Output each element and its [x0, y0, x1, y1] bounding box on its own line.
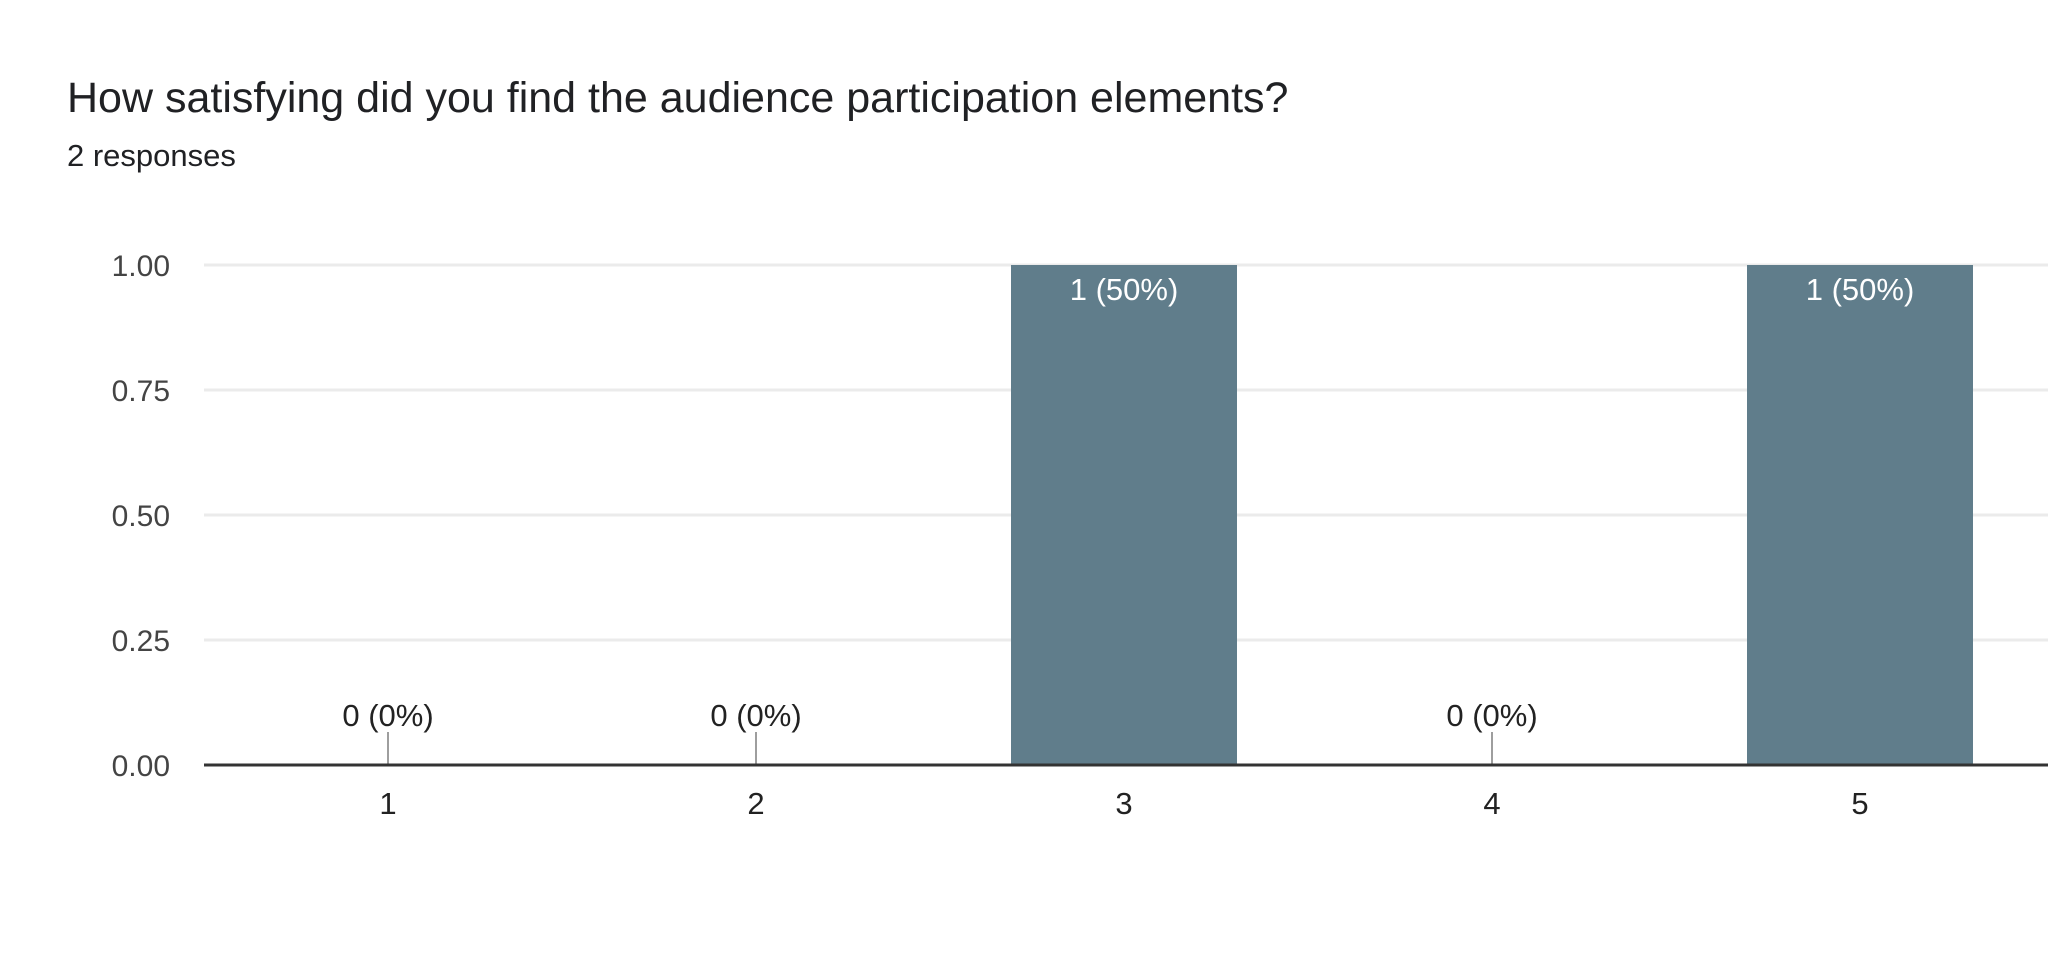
y-tick-label: 1.00 — [112, 250, 170, 283]
y-tick-label: 0.75 — [112, 375, 170, 408]
data-label: 1 (50%) — [1806, 272, 1915, 307]
y-tick-label: 0.25 — [112, 625, 170, 658]
y-tick-label: 0.50 — [112, 500, 170, 533]
x-category-label: 4 — [1483, 786, 1500, 821]
x-category-label: 3 — [1115, 786, 1132, 821]
y-tick-label: 0.00 — [112, 750, 170, 783]
response-count: 2 responses — [67, 138, 236, 173]
x-category-label: 5 — [1851, 786, 1868, 821]
x-category-label: 2 — [747, 786, 764, 821]
x-category-label: 1 — [379, 786, 396, 821]
data-label: 1 (50%) — [1070, 272, 1179, 307]
bar — [1011, 265, 1237, 765]
data-label: 0 (0%) — [710, 698, 801, 733]
data-label: 0 (0%) — [342, 698, 433, 733]
data-label: 0 (0%) — [1446, 698, 1537, 733]
chart-title: How satisfying did you find the audience… — [67, 74, 1289, 122]
bar — [1747, 265, 1973, 765]
